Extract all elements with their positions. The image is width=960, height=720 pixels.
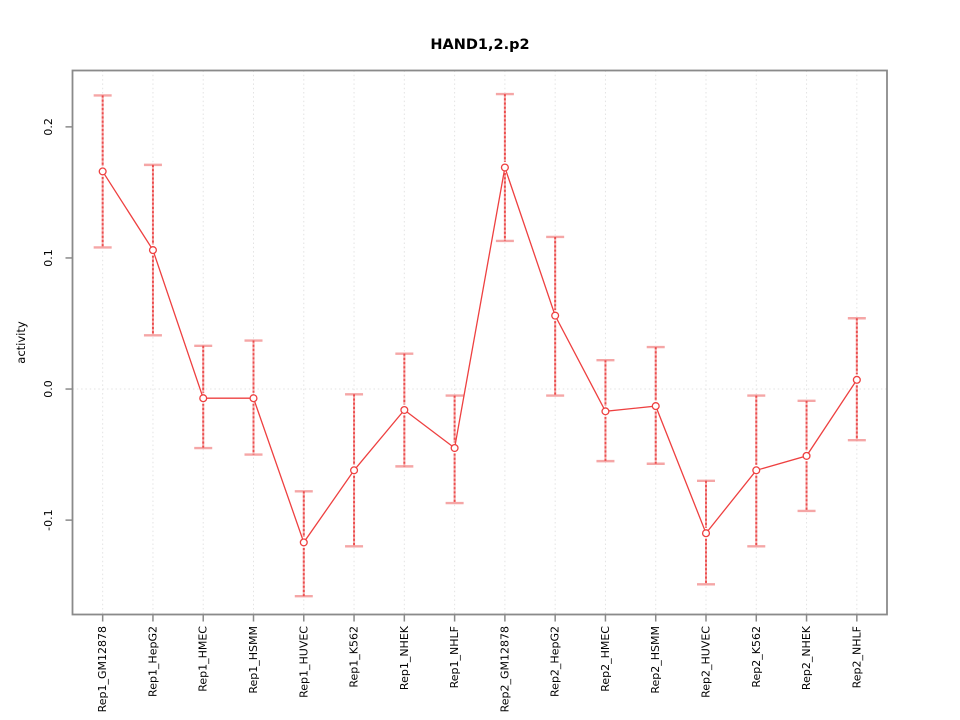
- data-point-marker: [350, 466, 359, 475]
- x-tick-label: Rep1_HUVEC: [297, 626, 310, 698]
- x-tick-label: Rep2_GM12878: [498, 626, 511, 712]
- data-point-marker: [299, 538, 308, 547]
- x-tick-label: Rep2_NHEK: [800, 625, 813, 690]
- data-point-marker: [852, 375, 861, 384]
- x-tick-label: Rep2_HSMM: [649, 626, 662, 694]
- x-tick-label: Rep1_NHLF: [448, 626, 461, 688]
- y-tick-label: -0.1: [42, 509, 55, 530]
- x-tick-label: Rep1_GM12878: [96, 626, 109, 712]
- data-point-marker: [601, 407, 610, 416]
- data-point-marker: [651, 402, 660, 411]
- data-point-marker: [400, 405, 409, 415]
- x-tick-label: Rep1_K562: [348, 626, 361, 688]
- series-line: [102, 167, 858, 544]
- axis-layer: -0.1 0.0 0.1 0.2 Rep1_GM12878 Rep1_HepG2 Rep1_…: [42, 69, 888, 712]
- data-point-marker: [148, 246, 157, 255]
- y-axis-label: activity: [14, 321, 28, 364]
- x-tick-label: Rep2_HMEC: [599, 626, 612, 692]
- data-point-marker: [450, 443, 459, 453]
- plot-border: [71, 69, 888, 616]
- x-tick-label: Rep2_K562: [750, 626, 763, 688]
- chart-title: HAND1,2.p2: [430, 37, 529, 53]
- data-point-marker: [551, 311, 560, 320]
- y-tick-label: 0.2: [42, 118, 55, 136]
- y-tick-label: 0.0: [42, 380, 55, 398]
- x-tick-label: Rep1_HSMM: [247, 626, 260, 694]
- x-tick-label: Rep2_NHLF: [850, 626, 863, 688]
- data-point-marker: [199, 394, 208, 403]
- data-point-marker: [701, 529, 711, 538]
- data-point-marker: [249, 394, 258, 403]
- x-tick-label: Rep1_HMEC: [197, 626, 210, 692]
- grid-layer: [72, 70, 887, 615]
- y-tick-label: 0.1: [42, 249, 55, 267]
- data-point-marker: [500, 163, 509, 172]
- data-point-marker: [752, 466, 761, 475]
- data-point-marker: [802, 451, 811, 460]
- x-tick-label: Rep1_NHEK: [398, 625, 411, 690]
- x-tick-label: Rep1_HepG2: [146, 626, 159, 697]
- data-point-marker: [98, 167, 107, 176]
- x-tick-label: Rep2_HepG2: [549, 626, 562, 697]
- data-layer: [93, 92, 866, 598]
- x-tick-label: Rep2_HUVEC: [700, 626, 713, 698]
